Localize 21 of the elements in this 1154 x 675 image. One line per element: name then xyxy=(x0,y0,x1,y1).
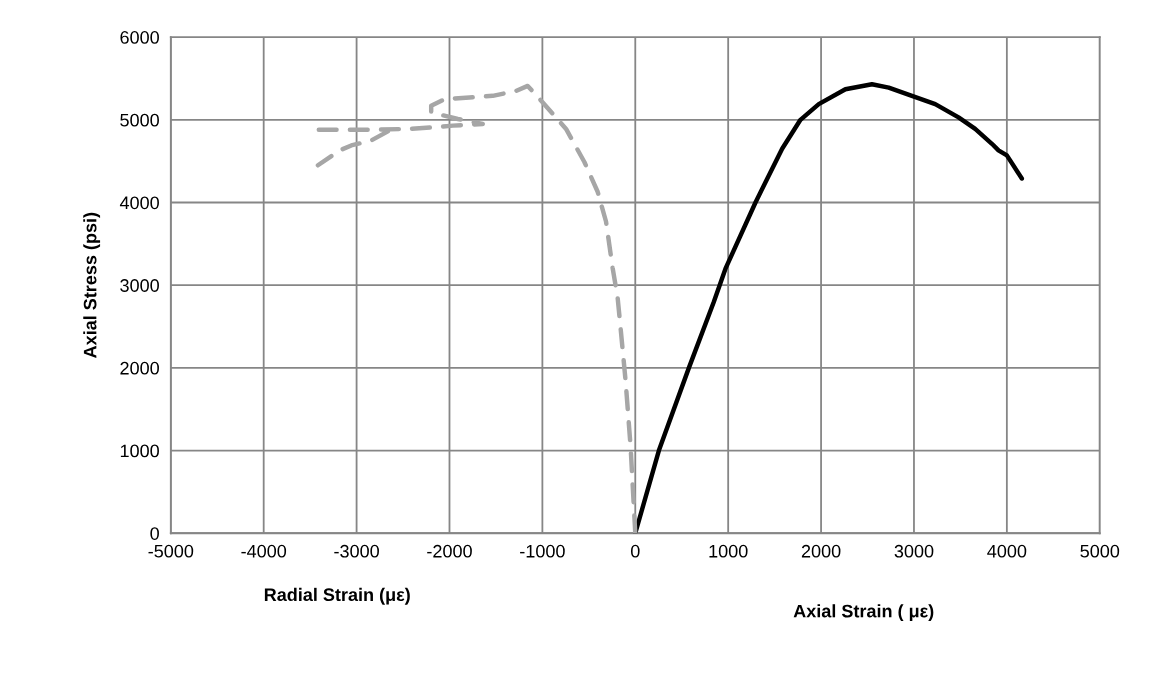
x-tick-label: -2000 xyxy=(427,544,472,558)
x-tick-label: 3000 xyxy=(894,544,934,558)
x-tick-label: -1000 xyxy=(520,544,565,558)
y-axis-title: Axial Stress (psi) xyxy=(83,212,101,358)
x-tick-label: 0 xyxy=(630,544,640,558)
x-tick-label: 4000 xyxy=(987,544,1027,558)
x-tick-label: -5000 xyxy=(148,544,194,558)
y-tick-label: 0 xyxy=(150,527,159,540)
x-tick-label: 5000 xyxy=(1080,544,1120,558)
x-tick-label: 1000 xyxy=(709,544,748,558)
y-tick-label: 6000 xyxy=(120,31,159,44)
y-tick-label: 3000 xyxy=(120,279,159,292)
y-tick-label: 5000 xyxy=(120,113,159,127)
y-tick-label: 2000 xyxy=(120,361,159,375)
y-tick-label: 1000 xyxy=(120,444,159,458)
x-tick-label: -3000 xyxy=(334,544,379,558)
y-tick-label: 4000 xyxy=(119,196,159,210)
text: Axial Strain ( με) xyxy=(793,604,934,622)
x-tick-label: -4000 xyxy=(241,544,287,558)
x-axis-title: Radial Strain (με) xyxy=(264,587,410,605)
x-tick-label: 2000 xyxy=(801,544,841,558)
